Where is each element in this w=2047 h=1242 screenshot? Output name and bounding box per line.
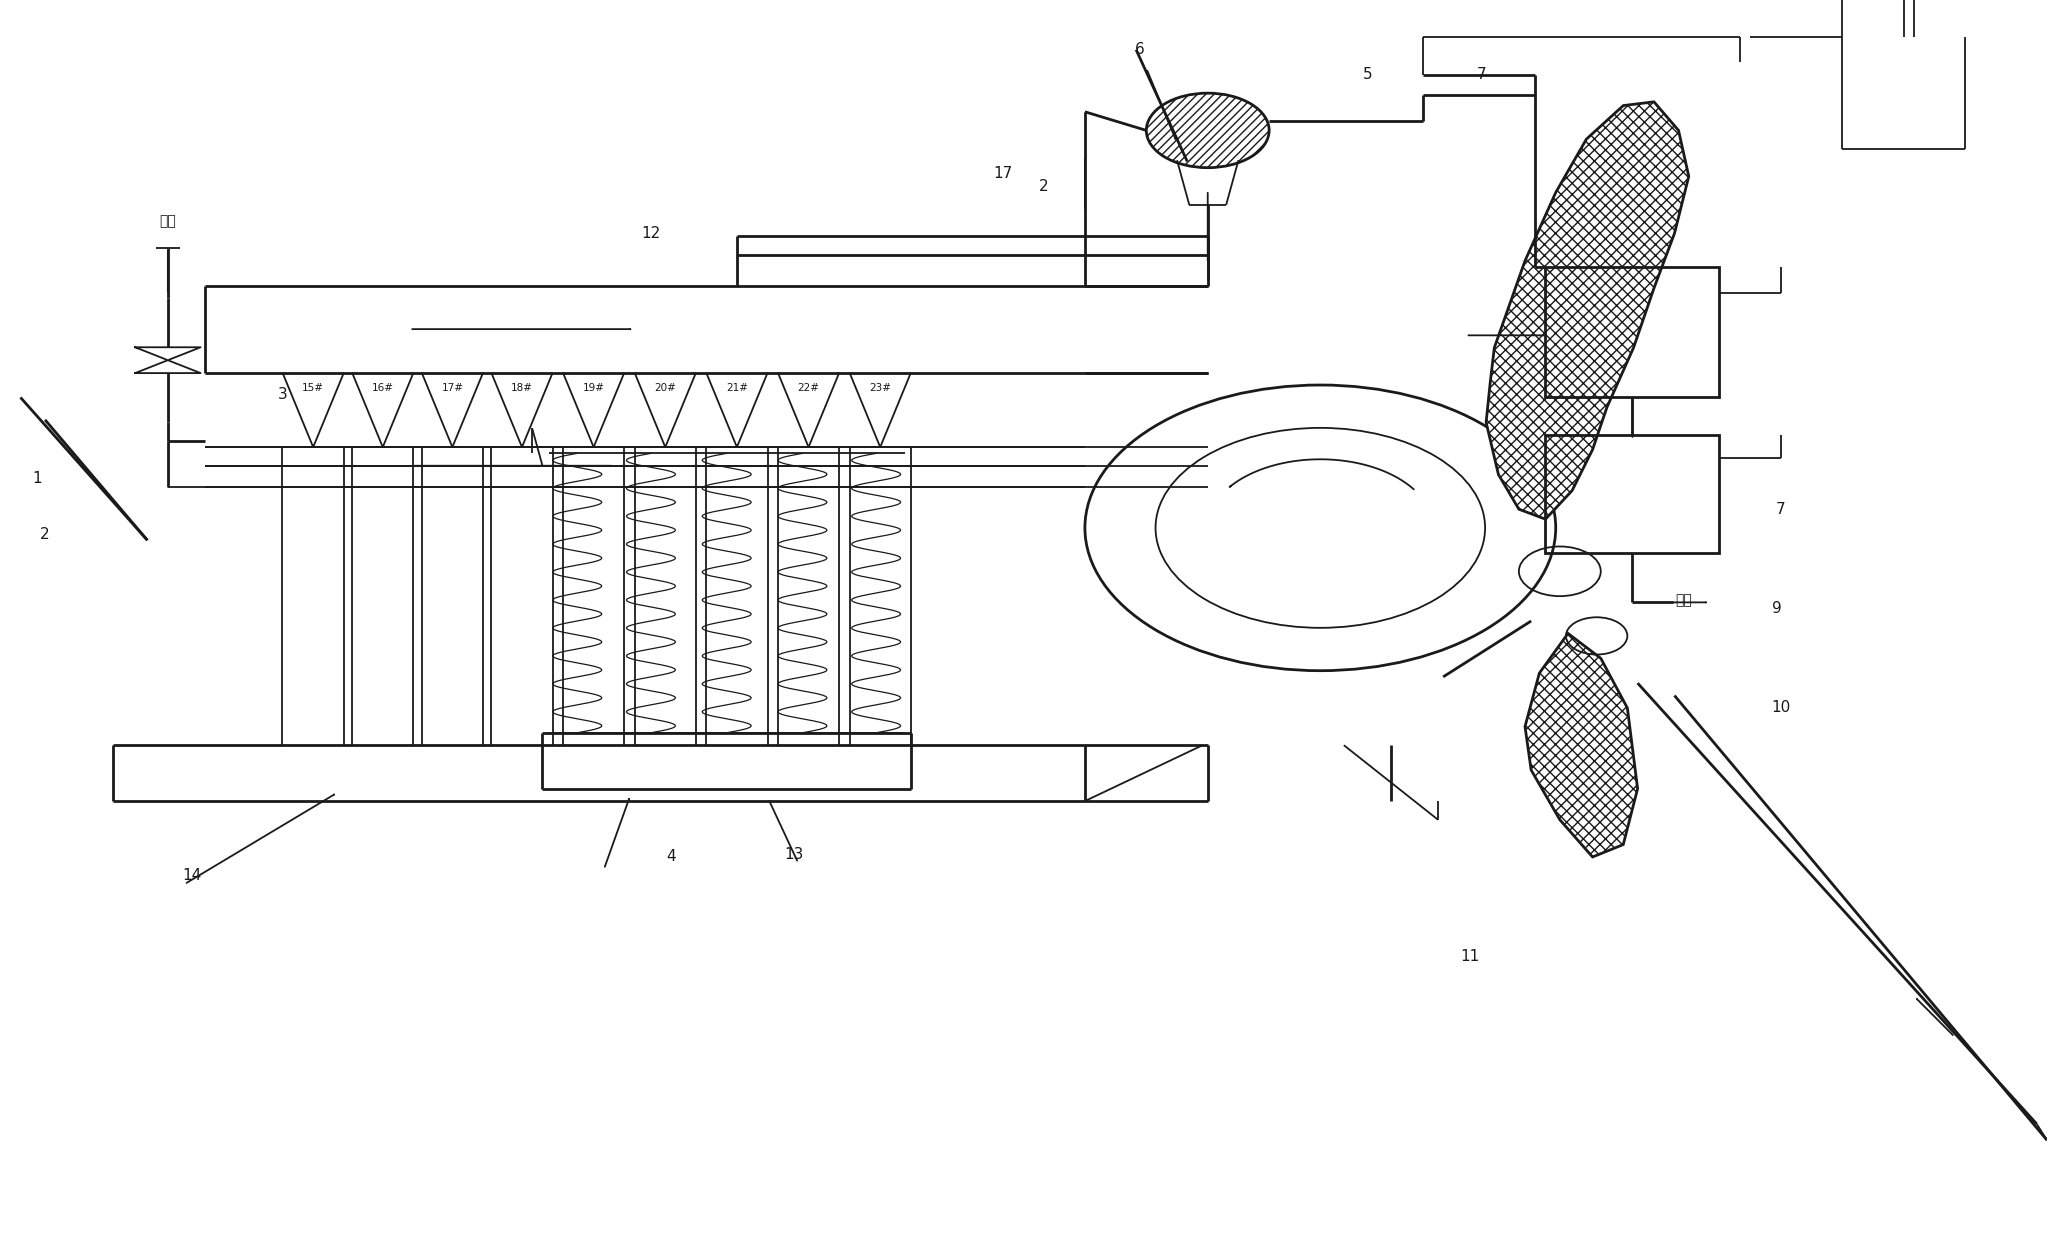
Text: 14: 14: [182, 868, 203, 883]
Polygon shape: [135, 348, 201, 360]
Text: 9: 9: [1773, 601, 1781, 616]
Text: 5: 5: [1363, 67, 1371, 82]
Text: 17: 17: [993, 166, 1013, 181]
Bar: [1545, 435, 1719, 553]
Text: 15#: 15#: [303, 383, 323, 392]
Text: 蒸汽: 蒸汽: [1674, 592, 1693, 607]
Text: 2: 2: [41, 527, 49, 542]
Polygon shape: [135, 360, 201, 373]
Text: 4: 4: [667, 850, 676, 864]
Text: 进水: 进水: [160, 214, 176, 229]
Text: 16#: 16#: [373, 383, 393, 392]
Text: 22#: 22#: [798, 383, 819, 392]
Text: 7: 7: [1478, 67, 1486, 82]
Bar: [1545, 267, 1719, 397]
Text: 21#: 21#: [727, 383, 747, 392]
Text: 12: 12: [641, 226, 661, 241]
Text: 1: 1: [33, 471, 41, 486]
Text: 7: 7: [1777, 502, 1785, 517]
Text: 18#: 18#: [512, 383, 532, 392]
Text: 3: 3: [278, 388, 287, 402]
Text: 17#: 17#: [442, 383, 463, 392]
Text: 13: 13: [784, 847, 804, 862]
Polygon shape: [1525, 633, 1638, 857]
Text: 19#: 19#: [583, 383, 604, 392]
Polygon shape: [1486, 102, 1689, 519]
Circle shape: [1146, 93, 1269, 168]
Text: 6: 6: [1136, 42, 1144, 57]
Text: 2: 2: [1040, 179, 1048, 194]
Text: 20#: 20#: [655, 383, 676, 392]
Text: 10: 10: [1771, 700, 1791, 715]
Text: 23#: 23#: [870, 383, 890, 392]
Text: 11: 11: [1460, 949, 1480, 964]
